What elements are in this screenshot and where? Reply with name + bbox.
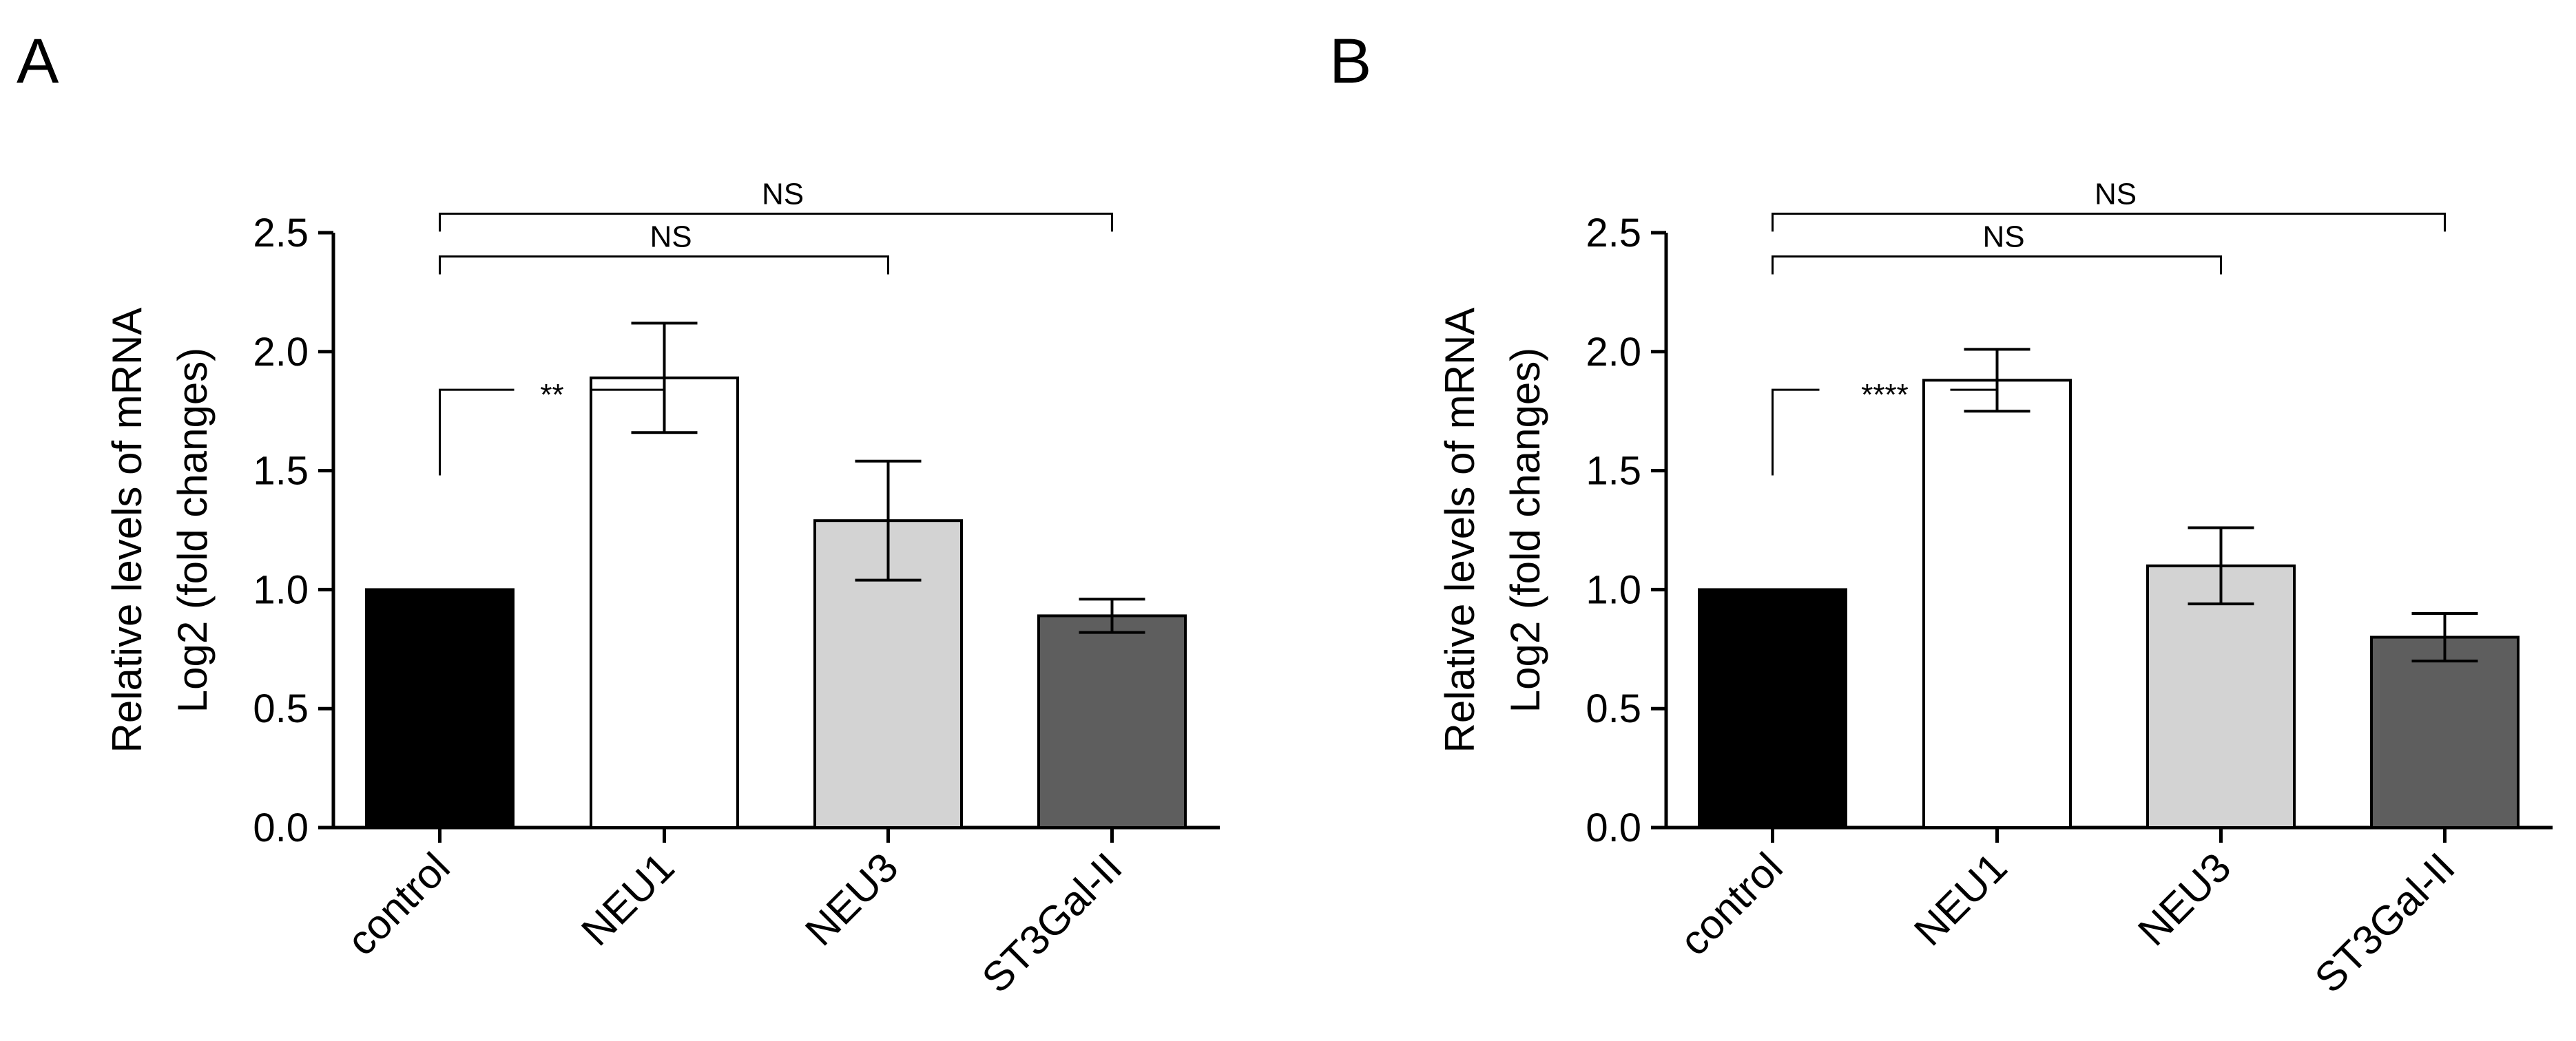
- bracket-line: [439, 212, 1113, 232]
- bracket-line: [1772, 212, 2446, 232]
- panel-b: B 0.0 0.5 1.0 1.5 2.0 2.5 Relative levels of mR…: [1329, 26, 2553, 1002]
- x-tick-label: control: [1671, 844, 1791, 965]
- bar-st3gal-ii: [1037, 614, 1187, 830]
- significance-bracket: NS: [1772, 220, 2222, 275]
- panel-letter: B: [1329, 26, 1371, 96]
- y-tick-label: 1.0: [1586, 567, 1641, 612]
- significance-bracket: NS: [439, 220, 889, 275]
- y-tick-label: 2.5: [253, 211, 309, 255]
- y-tick-label: 1.0: [253, 567, 309, 612]
- bracket-line: [439, 388, 515, 476]
- y-tick-label: 1.5: [253, 449, 309, 494]
- bracket-line: [439, 255, 889, 275]
- significance-bracket: ****: [1772, 378, 1998, 476]
- bracket-line: [590, 388, 665, 409]
- y-axis-label: Log2 (fold changes): [1502, 348, 1548, 713]
- y-axis-label: Log2 (fold changes): [169, 348, 216, 713]
- x-tick-label: ST3Gal-II: [2306, 844, 2464, 1002]
- bracket-line: [1772, 388, 1820, 476]
- significance-label: **: [540, 378, 563, 412]
- bracket-line: [1772, 255, 2222, 275]
- bar-neu1: [590, 376, 739, 829]
- y-tick-label: 0.0: [1586, 806, 1641, 850]
- x-tick-label: control: [338, 844, 459, 965]
- bar-control: [1698, 588, 1847, 830]
- panel-a: A 0.0 0.5 1.0 1.5 2.0 2.5 Relative levels of mR…: [17, 26, 1220, 1002]
- significance-bracket: NS: [439, 177, 1113, 232]
- significance-label: NS: [650, 220, 692, 254]
- bar-st3gal-ii: [2370, 635, 2520, 830]
- significance-label: NS: [2095, 177, 2137, 211]
- x-tick-label: ST3Gal-II: [973, 844, 1131, 1002]
- x-tick-label: NEU1: [572, 844, 683, 955]
- y-tick-label: 2.5: [1586, 211, 1641, 255]
- y-tick-label: 2.0: [253, 330, 309, 375]
- significance-bracket: NS: [1772, 177, 2446, 232]
- bar-control: [365, 588, 515, 830]
- y-tick-label: 1.5: [1586, 449, 1641, 494]
- bar-neu1: [1922, 379, 2072, 829]
- significance-bracket: **: [439, 378, 665, 476]
- x-tick-label: NEU3: [796, 844, 907, 955]
- y-axis-label: Relative levels of mRNA: [104, 308, 150, 753]
- bar-neu3: [2146, 564, 2296, 830]
- panel-letter: A: [17, 26, 59, 96]
- y-axis-label: Relative levels of mRNA: [1437, 308, 1483, 753]
- significance-label: ****: [1861, 378, 1909, 412]
- y-tick-label: 0.5: [1586, 686, 1641, 731]
- x-tick-label: NEU1: [1905, 844, 2016, 955]
- significance-label: NS: [762, 177, 804, 211]
- bracket-line: [1950, 388, 1998, 409]
- y-tick-label: 2.0: [1586, 330, 1641, 375]
- significance-label: NS: [1982, 220, 2024, 254]
- y-tick-label: 0.0: [253, 806, 309, 850]
- y-tick-label: 0.5: [253, 686, 309, 731]
- x-tick-label: NEU3: [2129, 844, 2240, 955]
